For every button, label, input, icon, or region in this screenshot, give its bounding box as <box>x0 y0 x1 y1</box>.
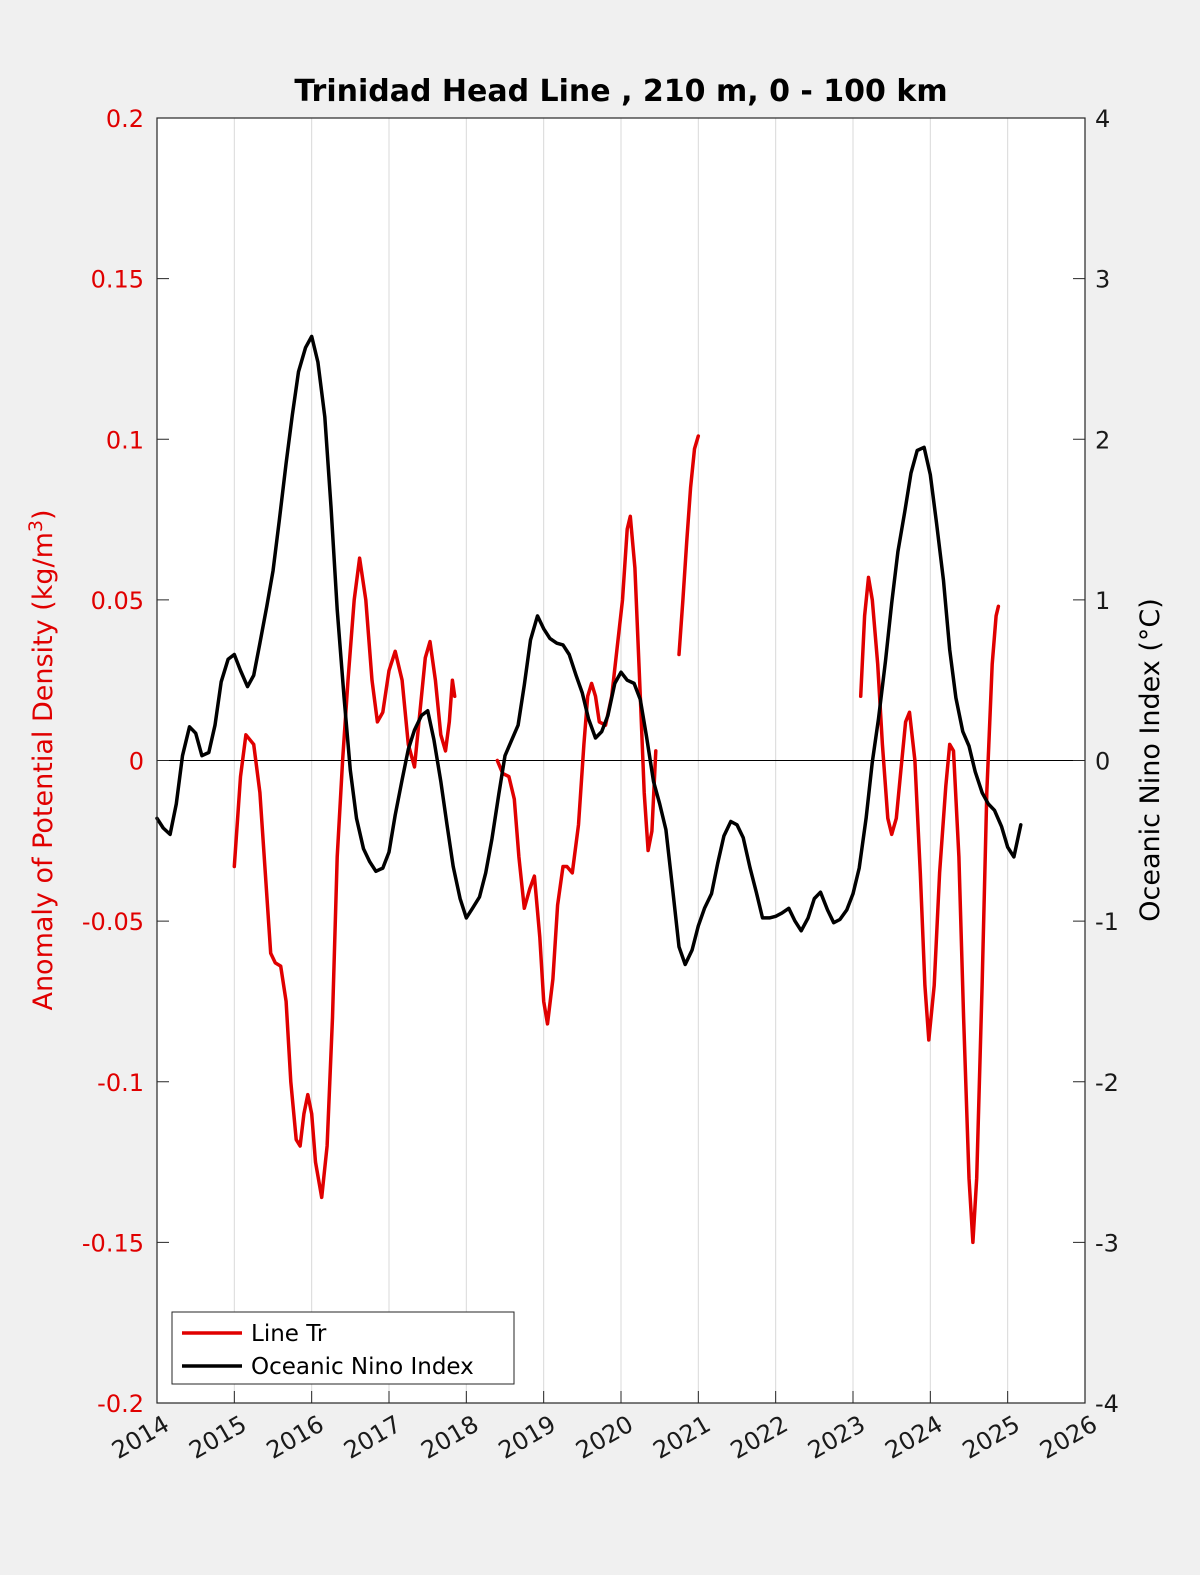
left-axis-ticks: 0.2 0.15 0.1 0.05 0 -0.05 -0.1 -0.15 -0.2 <box>82 105 169 1418</box>
right-tick-label: 0 <box>1095 748 1110 776</box>
chart-title: Trinidad Head Line , 210 m, 0 - 100 km <box>294 74 947 109</box>
left-axis-label: Anomaly of Potential Density (kg/m3) <box>25 509 59 1010</box>
legend: Line Tr Oceanic Nino Index <box>171 1311 515 1385</box>
legend-label-line-tr: Line Tr <box>251 1321 327 1347</box>
right-tick-label: -4 <box>1095 1390 1119 1418</box>
series-oni-segment-1 <box>155 334 1023 967</box>
right-tick-label: 3 <box>1095 266 1110 294</box>
series-line-tr-segment-1 <box>232 556 457 1200</box>
right-tick-label: -1 <box>1095 908 1119 936</box>
legend-label-oni: Oceanic Nino Index <box>251 1354 474 1380</box>
right-tick-label: 1 <box>1095 587 1110 615</box>
series-line-tr-segment-3 <box>677 434 701 657</box>
series-line-tr-segment-4 <box>858 575 1001 1245</box>
left-tick-label: 0 <box>129 748 144 776</box>
right-tick-label: -2 <box>1095 1069 1119 1097</box>
left-axis-label-superscript: 3 <box>25 520 47 532</box>
left-tick-label: 0.1 <box>106 426 144 454</box>
right-axis-label: Oceanic Nino Index (°C) <box>1135 598 1166 922</box>
right-tick-label: -3 <box>1095 1229 1119 1257</box>
left-tick-label: -0.2 <box>97 1390 144 1418</box>
right-tick-label: 4 <box>1095 105 1110 133</box>
right-axis-ticks: 4 3 2 1 0 -1 -2 -3 -4 <box>1073 105 1119 1418</box>
left-tick-label: -0.15 <box>82 1229 144 1257</box>
left-axis-label-close: ) <box>28 509 59 520</box>
series-lines <box>155 334 1023 1245</box>
left-tick-label: 0.2 <box>106 105 144 133</box>
left-tick-label: -0.1 <box>97 1069 144 1097</box>
left-tick-label: 0.15 <box>91 266 144 294</box>
left-axis-label-main: Anomaly of Potential Density (kg/m <box>28 532 59 1010</box>
left-tick-label: -0.05 <box>82 908 144 936</box>
series-line-tr-segment-2 <box>495 514 658 1026</box>
right-tick-label: 2 <box>1095 426 1110 454</box>
left-tick-label: 0.05 <box>91 587 144 615</box>
legend-box <box>171 1311 515 1385</box>
